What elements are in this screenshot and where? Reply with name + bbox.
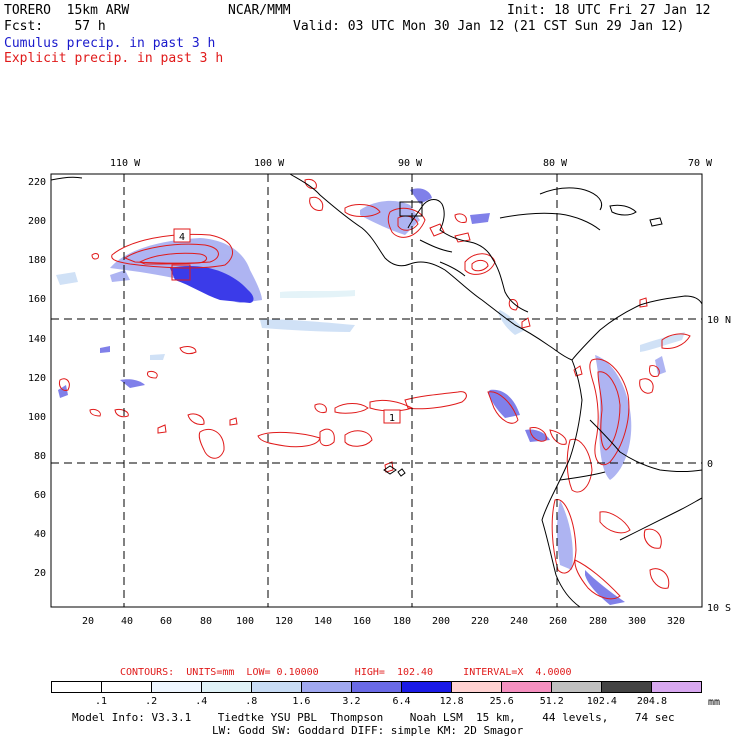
cumulus-legend: Cumulus precip. in past 3 h <box>4 36 216 51</box>
lon-label: 100 W <box>254 158 285 169</box>
x-tick: 260 <box>549 616 567 627</box>
colorbar-swatch <box>202 682 252 692</box>
x-tick: 140 <box>314 616 332 627</box>
model-info-physics: LW: Godd SW: Goddard DIFF: simple KM: 2D… <box>212 724 524 737</box>
coastlines <box>50 173 703 608</box>
y-tick: 40 <box>34 529 46 540</box>
map-frame <box>50 173 703 608</box>
contours-info: CONTOURS: UNITS=mm LOW= 0.10000 HIGH= 10… <box>120 667 572 678</box>
valid-time: Valid: 03 UTC Mon 30 Jan 12 (21 CST Sun … <box>293 19 685 34</box>
lat-label: 10 N <box>707 315 731 326</box>
y-tick: 100 <box>28 412 46 423</box>
x-tick: 20 <box>82 616 94 627</box>
colorbar-swatch <box>602 682 652 692</box>
colorbar-swatch <box>152 682 202 692</box>
colorbar-label: 102.4 <box>586 696 617 707</box>
box-label-4: 4 <box>179 232 185 243</box>
colorbar-swatch <box>552 682 602 692</box>
init-time: Init: 18 UTC Fri 27 Jan 12 <box>507 3 711 18</box>
x-tick: 280 <box>589 616 607 627</box>
colorbar-labels: .1 .2 .4 .8 1.6 3.2 6.4 12.8 25.6 51.2 102.4 204.8 <box>51 696 702 708</box>
box-labels: 4 1 <box>171 201 423 424</box>
colorbar-swatch <box>102 682 152 692</box>
colorbar-label: .8 <box>245 696 258 707</box>
colorbar-label: .4 <box>195 696 208 707</box>
y-tick-labels: 220 200 180 160 140 120 100 80 60 40 20 <box>28 177 46 579</box>
box-label-1: 1 <box>389 413 395 424</box>
colorbar-label: .1 <box>95 696 108 707</box>
colorbar-swatch <box>302 682 352 692</box>
x-tick: 220 <box>471 616 489 627</box>
graticule <box>51 174 702 607</box>
colorbar-units: mm <box>708 697 721 708</box>
forecast-hour: Fcst: 57 h <box>4 19 106 34</box>
colorbar-label: 3.2 <box>342 696 361 707</box>
x-tick: 180 <box>393 616 411 627</box>
colorbar-label: 6.4 <box>392 696 411 707</box>
colorbar-label: .2 <box>145 696 158 707</box>
cumulus-precip-areas <box>56 188 685 605</box>
y-tick: 60 <box>34 490 46 501</box>
x-tick: 80 <box>200 616 212 627</box>
colorbar-swatch <box>402 682 452 692</box>
x-tick: 160 <box>353 616 371 627</box>
colorbar-swatch <box>652 682 701 692</box>
colorbar-swatch <box>352 682 402 692</box>
colorbar-label: 1.6 <box>292 696 311 707</box>
x-tick: 320 <box>667 616 685 627</box>
lon-label: 70 W <box>688 158 713 169</box>
y-tick: 180 <box>28 255 46 266</box>
colorbar-swatch <box>452 682 502 692</box>
y-tick: 140 <box>28 334 46 345</box>
x-tick: 240 <box>510 616 528 627</box>
x-tick: 200 <box>432 616 450 627</box>
y-tick: 120 <box>28 373 46 384</box>
lat-label: 0 <box>707 459 713 470</box>
x-tick: 300 <box>628 616 646 627</box>
org-label: NCAR/MMM <box>228 3 291 18</box>
colorbar-label: 51.2 <box>539 696 564 707</box>
x-tick: 40 <box>121 616 133 627</box>
colorbar-swatch <box>52 682 102 692</box>
explicit-legend: Explicit precip. in past 3 h <box>4 51 224 66</box>
colorbar-label: 25.6 <box>489 696 514 707</box>
colorbar-label: 12.8 <box>439 696 464 707</box>
model-info: Model Info: V3.3.1 Tiedtke YSU PBL Thomp… <box>72 711 675 724</box>
x-tick: 100 <box>236 616 254 627</box>
y-tick: 20 <box>34 568 46 579</box>
lon-labels: 110 W 100 W 90 W 80 W 70 W <box>110 158 713 169</box>
lat-label: 10 S <box>707 603 731 614</box>
x-tick-labels: 20 40 60 80 100 120 140 160 180 200 220 … <box>82 616 685 627</box>
colorbar <box>51 681 702 693</box>
colorbar-swatch <box>502 682 552 692</box>
lon-label: 90 W <box>398 158 423 169</box>
lat-labels: 10 N 0 10 S <box>707 315 731 614</box>
lon-label: 110 W <box>110 158 141 169</box>
colorbar-label: 204.8 <box>636 696 667 707</box>
colorbar-swatch <box>252 682 302 692</box>
y-tick: 80 <box>34 451 46 462</box>
x-tick: 120 <box>275 616 293 627</box>
y-tick: 160 <box>28 294 46 305</box>
y-tick: 200 <box>28 216 46 227</box>
model-title: TORERO 15km ARW <box>4 3 130 18</box>
x-tick: 60 <box>160 616 172 627</box>
y-tick: 220 <box>28 177 46 188</box>
lon-label: 80 W <box>543 158 568 169</box>
